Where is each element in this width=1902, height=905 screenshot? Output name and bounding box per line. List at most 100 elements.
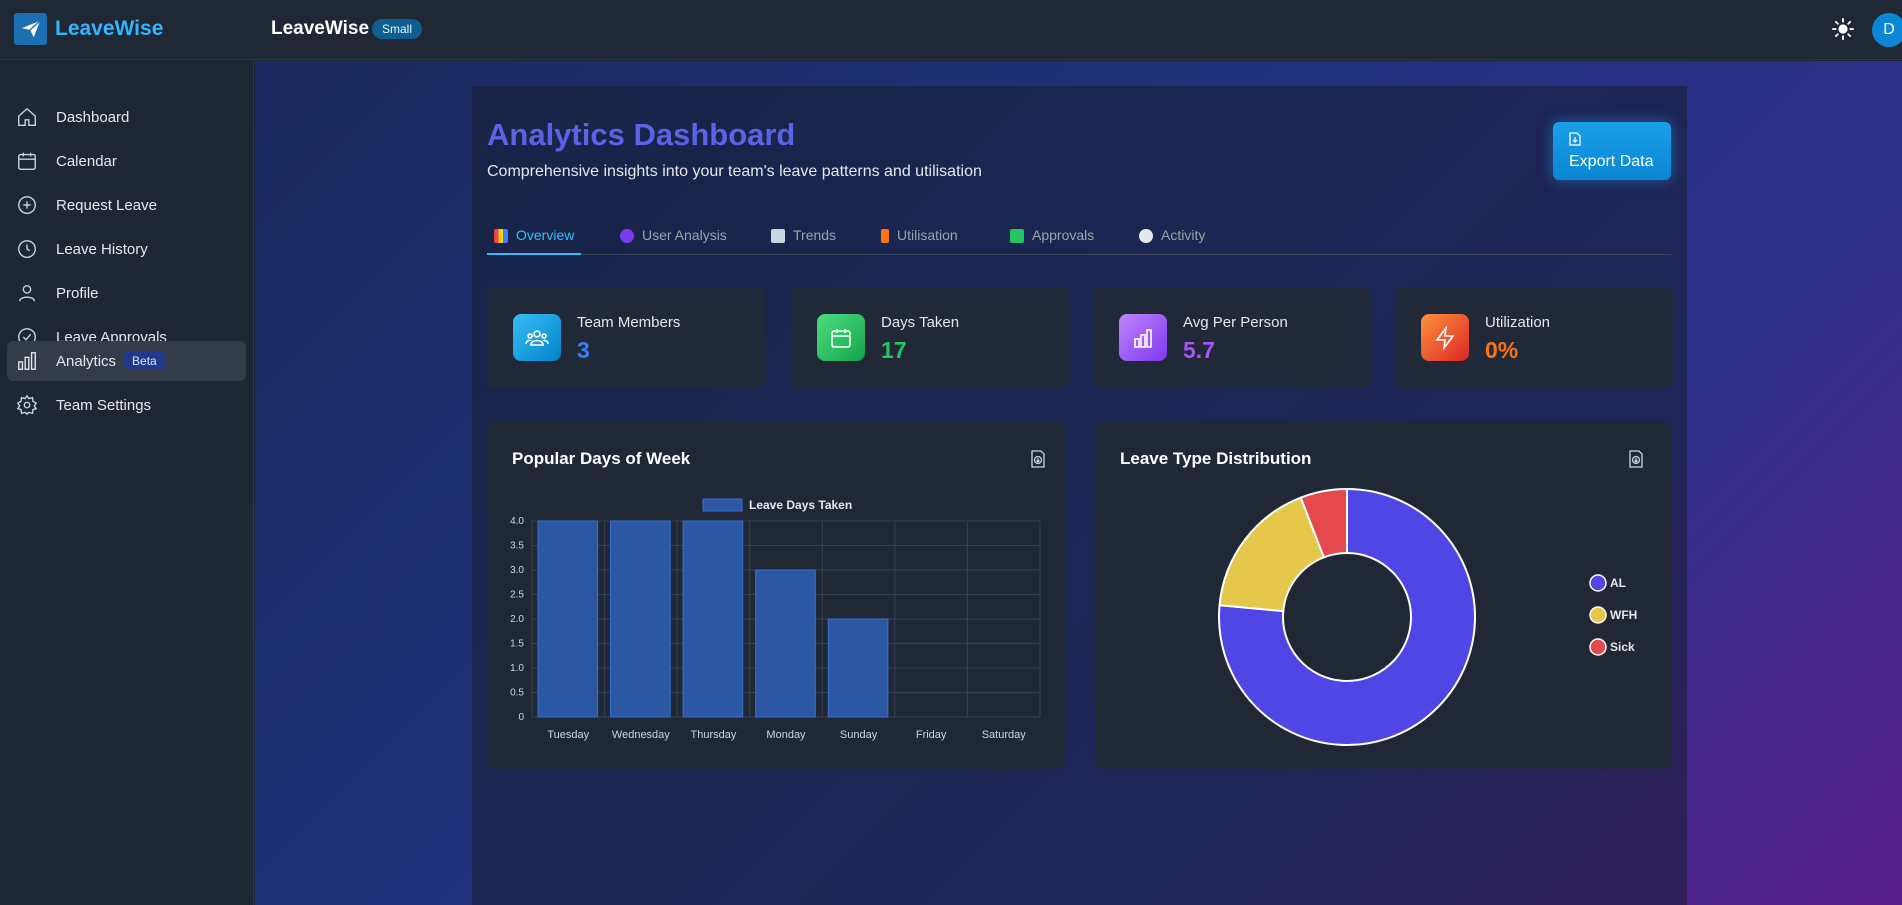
x-tick-label: Sunday: [840, 729, 878, 741]
legend-label: Sick: [1610, 640, 1635, 654]
y-tick-label: 3.5: [510, 541, 524, 552]
tab-user-analysis[interactable]: User Analysis: [620, 227, 727, 255]
stat-label: Utilization: [1485, 314, 1551, 331]
sidebar-item-label: Calendar: [56, 152, 117, 170]
legend-swatch: [1589, 606, 1607, 624]
tab-label: Approvals: [1032, 227, 1095, 243]
stat-label: Team Members: [577, 314, 681, 331]
file-download-icon: [1569, 132, 1581, 146]
page-title: Analytics Dashboard: [487, 117, 796, 152]
stat-label: Avg Per Person: [1183, 314, 1288, 331]
sidebar-item-label: Dashboard: [56, 108, 130, 126]
brand[interactable]: LeaveWise: [14, 13, 163, 45]
tab-approvals[interactable]: Approvals: [1010, 227, 1094, 255]
export-data-button[interactable]: Export Data: [1553, 122, 1671, 180]
stat-value: 3: [577, 337, 590, 363]
sidebar-item-profile[interactable]: Profile: [7, 273, 246, 313]
y-tick-label: 4.0: [510, 516, 524, 527]
x-tick-label: Thursday: [690, 729, 736, 741]
sidebar-item-analytics[interactable]: Analytics Beta: [7, 341, 246, 381]
stat-value: 0%: [1485, 337, 1519, 363]
stat-card-avg-per-person: Avg Per Person 5.7: [1093, 287, 1371, 388]
bar-chart-icon: [18, 352, 36, 370]
bar: [827, 618, 889, 718]
download-icon[interactable]: [1627, 450, 1645, 468]
y-tick-label: 2.5: [510, 590, 524, 601]
tab-label: User Analysis: [642, 227, 727, 243]
tab-label: Overview: [516, 227, 575, 243]
sidebar-item-team-settings[interactable]: Team Settings: [7, 385, 246, 425]
stat-label: Days Taken: [881, 314, 960, 331]
y-tick-label: 1.5: [510, 639, 524, 650]
pie-slice: [1218, 487, 1476, 746]
x-tick-label: Tuesday: [547, 729, 589, 741]
pie-slice: [1299, 487, 1348, 559]
user-icon: [18, 284, 36, 302]
x-tick-label: Wednesday: [612, 729, 670, 741]
tab-activity[interactable]: Activity: [1139, 227, 1205, 255]
tab-bar: Overview User Analysis Trends Utilisatio…: [487, 222, 1671, 255]
stat-card-team-members: Team Members 3: [487, 287, 765, 388]
calendar-icon: [18, 152, 36, 170]
legend-label: AL: [1610, 576, 1626, 590]
sidebar-item-label: Analytics: [56, 352, 117, 370]
sun-icon[interactable]: [1832, 18, 1854, 40]
stat-value: 17: [881, 337, 907, 363]
bar: [537, 520, 599, 718]
legend-swatch: [1589, 574, 1607, 592]
x-tick-label: Saturday: [982, 729, 1027, 741]
card-title: Leave Type Distribution: [1120, 449, 1312, 468]
x-tick-label: Friday: [916, 729, 947, 741]
bar-chart-icon: [1119, 314, 1167, 361]
chart-icon: [494, 229, 508, 243]
bar: [755, 569, 816, 718]
legend-swatch: [702, 498, 743, 512]
avatar[interactable]: D: [1872, 13, 1902, 47]
tab-utilisation[interactable]: Utilisation: [881, 227, 958, 255]
stat-card-utilization: Utilization 0%: [1395, 287, 1673, 388]
sidebar-item-request-leave[interactable]: Request Leave: [7, 185, 246, 225]
leave-type-card: Leave Type Distribution AL WFH Sick: [1095, 421, 1672, 769]
legend-label: WFH: [1610, 608, 1637, 622]
legend-label: Leave Days Taken: [749, 498, 852, 512]
donut-chart: AL WFH Sick: [1218, 487, 1637, 746]
tab-trends[interactable]: Trends: [771, 227, 836, 255]
users-icon: [620, 229, 634, 243]
bar: [610, 520, 671, 718]
bolt-icon: [1421, 314, 1469, 361]
beta-badge: Beta: [124, 352, 165, 370]
bar-chart: Leave Days Taken 4.0 3.5 3.0 2.5 2.0 1.5 1.0 0.5…: [510, 498, 1041, 741]
brand-name: LeaveWise: [55, 17, 164, 40]
export-data-label: Export Data: [1569, 153, 1654, 170]
download-icon[interactable]: [1029, 450, 1047, 468]
trend-icon: [771, 229, 785, 243]
gear-icon: [16, 394, 38, 416]
tab-overview[interactable]: Overview: [487, 227, 581, 255]
clock-icon: [18, 240, 36, 258]
bolt-icon: [881, 229, 889, 243]
sidebar-item-label: Team Settings: [56, 396, 152, 414]
tab-label: Activity: [1161, 227, 1206, 243]
calendar-icon: [817, 314, 865, 361]
sidebar-item-label: Leave History: [56, 240, 148, 258]
y-tick-label: 2.0: [510, 614, 524, 625]
plus-circle-icon: [18, 196, 36, 214]
sidebar-item-dashboard[interactable]: Dashboard: [7, 97, 246, 137]
page-subtitle: Comprehensive insights into your team's …: [487, 163, 982, 180]
tab-label: Trends: [793, 227, 837, 243]
pie-slice: [1218, 496, 1326, 613]
popular-days-card: Popular Days of Week Leave Days Taken 4.0…: [487, 421, 1065, 769]
sidebar-item-leave-history[interactable]: Leave History: [7, 229, 246, 269]
sidebar-item-label: Request Leave: [56, 196, 157, 214]
y-tick-label: 1.0: [510, 663, 524, 674]
stat-card-days-taken: Days Taken 17: [791, 287, 1069, 388]
x-tick-label: Monday: [766, 729, 806, 741]
card-title: Popular Days of Week: [512, 449, 691, 468]
sidebar-item-label: Profile: [56, 284, 99, 302]
top-bar: LeaveWise LeaveWise Small D: [0, 0, 1902, 60]
sidebar-item-calendar[interactable]: Calendar: [7, 141, 246, 181]
y-tick-label: 0.5: [510, 688, 524, 699]
stat-value: 5.7: [1183, 337, 1215, 363]
check-box-icon: [1010, 229, 1024, 243]
home-icon: [18, 107, 36, 126]
